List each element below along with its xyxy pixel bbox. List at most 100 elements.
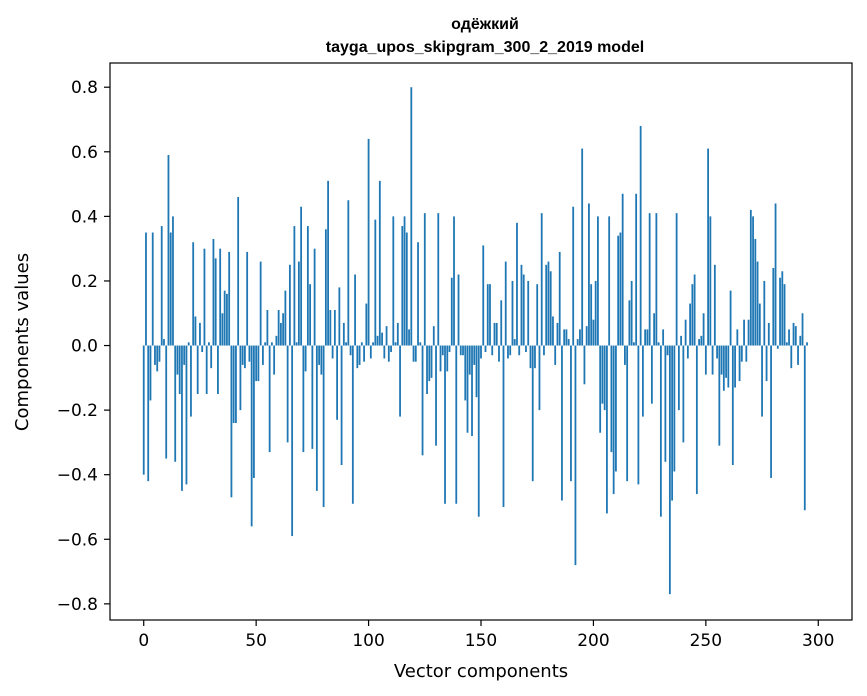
bar-235 [671,345,674,501]
bar-253 [711,345,714,375]
bar-292 [799,335,802,346]
bar-45 [244,345,246,369]
bar-215 [626,345,629,482]
bar-73 [306,226,309,346]
bar-186 [561,345,563,501]
bar-27 [203,248,206,346]
bar-280 [772,268,775,346]
bar-282 [776,345,779,349]
bar-10 [165,345,168,459]
chart-title: одёжкий [451,16,519,33]
bar-90 [345,342,347,346]
bar-118 [408,329,410,346]
bar-181 [549,271,552,346]
bar-87 [338,287,341,346]
bar-163 [509,345,512,356]
bar-162 [507,345,509,359]
bar-290 [794,326,797,346]
bar-67 [293,226,296,346]
bar-218 [633,342,635,346]
bar-170 [525,345,527,352]
bar-286 [785,342,788,346]
bar-229 [657,342,660,346]
bar-93 [351,345,354,504]
bar-224 [646,329,649,346]
bar-219 [635,193,638,346]
bar-137 [450,277,453,346]
bar-275 [761,345,763,417]
bar-148 [475,345,478,398]
y-tick-label: −0.6 [57,530,98,550]
bar-29 [208,342,210,346]
bar-239 [680,335,683,346]
bar-52 [259,261,262,346]
bar-138 [453,216,455,346]
bar-195 [581,148,584,346]
bar-217 [630,280,633,346]
bar-159 [500,300,503,346]
bar-221 [639,125,642,346]
bar-265 [738,345,741,382]
bar-76 [313,248,316,346]
x-tick-label: 100 [352,631,384,651]
bar-140 [457,274,460,346]
bar-180 [547,261,550,346]
bar-226 [650,345,653,404]
bar-126 [426,345,428,394]
bar-127 [428,345,431,382]
bar-97 [360,342,363,346]
bar-70 [300,206,303,346]
y-axis-ticks: −0.8 −0.6 −0.4 −0.2 0.0 0.2 0.4 0.6 0.8 [57,78,110,615]
bar-17 [181,345,183,491]
bar-71 [302,345,305,453]
bar-20 [187,342,190,346]
bar-182 [552,316,554,346]
bar-291 [797,345,799,365]
bar-203 [599,345,602,433]
bar-209 [612,345,615,495]
bar-270 [749,209,752,346]
bar-179 [545,264,548,346]
bar-233 [666,345,669,356]
bar-0 [142,345,145,475]
bar-169 [522,274,525,346]
bar-171 [527,280,530,346]
bar-8 [160,226,163,346]
bar-99 [365,303,368,346]
bar-164 [511,280,514,346]
bar-236 [673,345,676,472]
bar-62 [282,313,285,346]
bar-68 [295,342,298,346]
bar-271 [752,216,754,346]
bar-230 [659,345,662,517]
bar-250 [704,345,707,375]
bar-263 [734,345,736,388]
bar-30 [210,345,213,369]
bar-246 [695,345,698,495]
bar-77 [315,345,318,491]
bar-228 [655,213,658,346]
bar-257 [720,345,723,375]
bar-287 [788,329,790,346]
bar-105 [378,180,381,346]
bar-112 [394,342,397,346]
bar-264 [736,329,739,346]
bar-72 [304,345,307,372]
bar-261 [729,290,732,346]
bar-95 [356,345,359,369]
bar-150 [480,345,482,359]
bar-192 [574,345,577,566]
bar-153 [486,284,489,346]
bar-266 [740,345,743,362]
bar-177 [540,213,543,346]
bar-33 [217,345,219,394]
bar-131 [437,213,440,346]
bar-187 [563,329,566,346]
bar-285 [783,284,786,346]
bar-174 [534,345,536,369]
bar-26 [201,345,204,352]
bar-278 [767,322,770,346]
bar-100 [367,138,370,346]
x-axis-label: Vector components [394,661,568,682]
bar-130 [435,345,437,446]
